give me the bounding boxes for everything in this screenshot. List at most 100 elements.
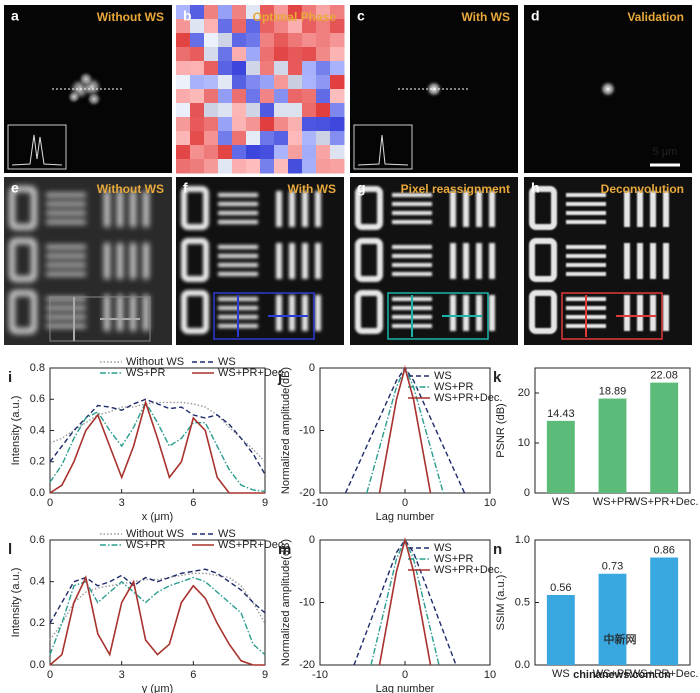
phase-cell (190, 61, 205, 76)
phase-cell (190, 131, 205, 146)
y-axis-label: Normalized amplitude(dB) (280, 539, 292, 666)
bar-h (46, 202, 86, 206)
image-panel: a Without WS (4, 5, 172, 173)
y-tick-label: 0.0 (515, 659, 530, 671)
phase-cell (176, 89, 191, 104)
x-axis-label: Lag number (376, 683, 435, 693)
image-panel: g Pixel reassignment (350, 177, 518, 345)
bar-v (104, 295, 110, 331)
phase-cell (274, 75, 289, 90)
series-line (378, 364, 432, 494)
chart-label: j (277, 369, 282, 386)
bar-v (143, 243, 149, 279)
phase-cell (232, 75, 247, 90)
legend-label: WS (218, 528, 236, 540)
bar-v (130, 243, 136, 279)
phase-cell (232, 61, 247, 76)
panel-letter: g (357, 180, 366, 196)
phase-cell (190, 159, 205, 174)
y-axis-label: Intensity (a.u.) (10, 396, 22, 466)
phase-cell (302, 19, 317, 34)
inset (353, 124, 413, 170)
phase-cell (316, 61, 331, 76)
bar-v (624, 243, 630, 279)
bar-v (463, 295, 469, 331)
phase-cell (232, 145, 247, 160)
series-line (366, 366, 444, 494)
bar-v (315, 191, 321, 227)
y-tick-label: 10 (518, 437, 530, 449)
phase-cell (204, 61, 219, 76)
glyph (9, 238, 37, 282)
phase-cell (274, 103, 289, 118)
x-tick-label: 0 (402, 669, 408, 681)
y-tick-label: 0.8 (30, 362, 45, 374)
legend-label: WS (218, 356, 236, 368)
panel-title: Optimal Phase (253, 10, 337, 24)
phase-cell (232, 89, 247, 104)
phase-cell (316, 103, 331, 118)
phase-cell (260, 61, 275, 76)
phase-cell (190, 103, 205, 118)
chart-label: m (278, 541, 291, 558)
y-tick-label: 0 (309, 362, 315, 374)
phase-cell (288, 61, 303, 76)
roi-box (213, 292, 315, 340)
bar-v (130, 191, 136, 227)
phase-cell (246, 5, 261, 20)
phase-cell (274, 159, 289, 174)
bar-h (218, 272, 258, 276)
phase-cell (330, 117, 345, 132)
bar-v (104, 191, 110, 227)
series-line (353, 538, 457, 666)
phase-cell (176, 117, 191, 132)
phase-cell (316, 75, 331, 90)
value-label: 22.08 (650, 370, 678, 382)
phase-cell (316, 89, 331, 104)
phase-cell (176, 5, 191, 20)
phase-cell (288, 19, 303, 34)
phase-cell (218, 75, 233, 90)
value-label: 0.86 (653, 544, 674, 556)
phase-cell (316, 117, 331, 132)
phase-cell (288, 33, 303, 48)
phase-cell (302, 159, 317, 174)
phase-cell (302, 47, 317, 62)
y-tick-label: 0.0 (30, 659, 45, 671)
legend-label: Without WS (126, 356, 184, 368)
panel-title: Without WS (97, 10, 164, 24)
phase-cell (190, 89, 205, 104)
bar-h (218, 245, 258, 249)
phase-cell (288, 5, 303, 20)
panel-title: With WS (461, 10, 510, 24)
phase-cell (330, 103, 345, 118)
x-axis-label: y (μm) (142, 683, 173, 693)
phase-cell (288, 75, 303, 90)
bar-h (46, 324, 86, 328)
phase-cell (274, 145, 289, 160)
phase-cell (260, 5, 275, 20)
glyph (9, 186, 37, 230)
phase-cell (176, 145, 191, 160)
series-line (49, 401, 266, 463)
bar-v (624, 191, 630, 227)
bar-h (218, 220, 258, 224)
bar-h (392, 272, 432, 276)
phase-cell (246, 89, 261, 104)
bar-h (218, 193, 258, 197)
bar-h (218, 254, 258, 258)
glyph (181, 290, 209, 334)
y-axis-label: Normalized amplitude(dB) (280, 367, 292, 494)
chart-label: k (493, 369, 502, 386)
bar-v (489, 243, 495, 279)
phase-cell (246, 145, 261, 160)
x-tick-label: 3 (119, 669, 125, 681)
bar (598, 398, 627, 493)
phase-cell (218, 47, 233, 62)
x-tick-label: 9 (262, 497, 268, 509)
bar-v (463, 243, 469, 279)
x-tick-label: 10 (484, 669, 496, 681)
bar-h (566, 202, 606, 206)
glyph (181, 238, 209, 282)
bar-v (289, 295, 295, 331)
